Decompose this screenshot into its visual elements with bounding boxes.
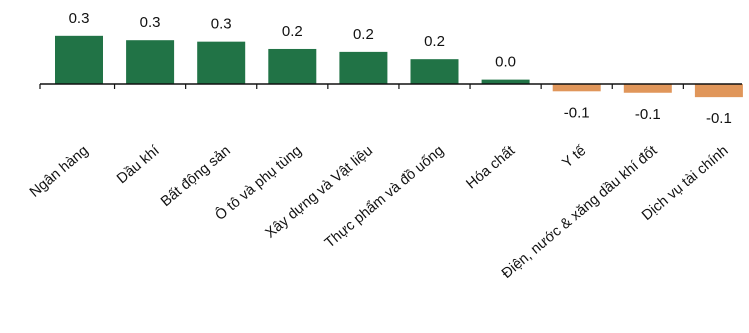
bar: [268, 48, 317, 84]
bar: [481, 79, 530, 84]
axis-ticks-layer: [39, 84, 684, 89]
data-label: -0.1: [706, 110, 732, 127]
data-label: 0.2: [424, 33, 445, 50]
bars-layer: [55, 35, 743, 98]
category-label: Y tế: [559, 143, 589, 172]
bar: [623, 84, 672, 93]
data-label: 0.3: [140, 14, 161, 31]
category-label: Điện, nước & xăng dầu khí đốt: [499, 143, 660, 282]
data-label: -0.1: [564, 104, 590, 121]
data-label: 0.2: [353, 26, 374, 43]
bar: [339, 51, 388, 84]
category-label: Ngân hàng: [27, 143, 92, 201]
bar: [197, 41, 246, 84]
bar: [410, 59, 459, 84]
category-label: Bất động sản: [158, 143, 234, 210]
category-label: Thực phẩm và đồ uống: [322, 143, 447, 252]
data-label: -0.1: [635, 106, 661, 123]
data-label: 0.3: [211, 16, 232, 33]
bar: [694, 84, 743, 98]
value-labels-layer: 0.3 0.3 0.3 0.2 0.2 0.2 0.0 -0.1 -0.1 -0.1: [69, 10, 732, 127]
bar: [126, 40, 175, 84]
data-label: 0.3: [69, 10, 90, 27]
data-label: 0.2: [282, 23, 303, 40]
category-label: Dầu khí: [114, 143, 163, 187]
data-label: 0.0: [495, 54, 516, 71]
category-label: Hóa chất: [463, 143, 518, 193]
bar: [55, 35, 103, 84]
bar: [552, 84, 601, 92]
